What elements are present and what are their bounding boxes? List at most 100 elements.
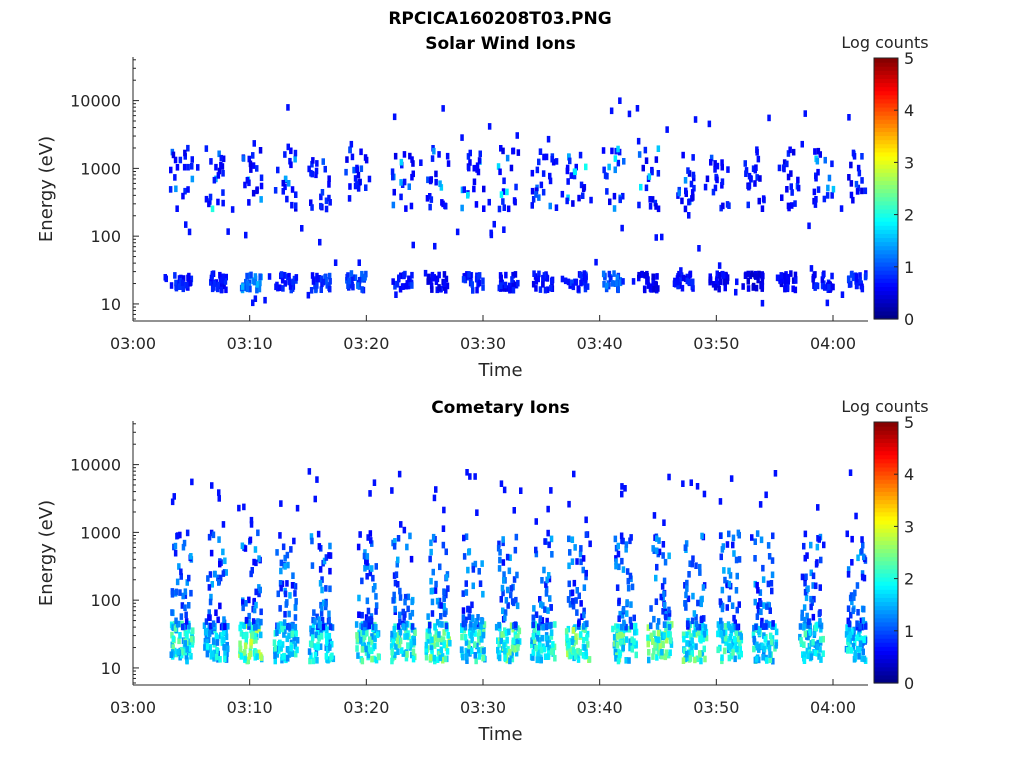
count-cell [713,184,718,192]
count-cell [464,580,468,587]
count-cell [344,168,348,176]
colorbar-segment [874,106,898,112]
count-cell [699,637,703,644]
count-cell [293,604,298,611]
count-cell [845,530,849,538]
count-cell [446,160,451,167]
colorbar-segment [874,556,898,562]
count-cell [699,596,703,603]
count-cell [584,516,588,524]
count-cell [311,157,315,164]
count-cell [374,593,378,600]
count-cell [369,537,373,544]
colorbar-segment [874,310,898,316]
count-cell [349,270,354,277]
count-cell [254,559,258,567]
count-cell [169,282,174,289]
count-cell [767,640,771,647]
count-cell [809,541,813,549]
count-cell [442,588,446,595]
count-cell [496,163,501,170]
count-cell [374,623,378,631]
count-cell [530,637,534,645]
count-cell [275,629,279,636]
count-cell [371,623,376,631]
count-cell [461,653,465,661]
count-cell [570,558,575,565]
count-cell [531,614,535,622]
count-cell [682,647,687,655]
y-axis-label: Energy (eV) [36,136,57,242]
count-cell [318,643,323,650]
count-cell [839,205,844,212]
count-cell [802,651,807,658]
count-cell [550,155,554,163]
count-cell [711,188,716,196]
count-cell [327,552,331,559]
count-cell [617,615,621,622]
count-cell [620,483,624,490]
count-cell [514,634,519,642]
count-cell [183,588,188,595]
count-cell [576,285,580,292]
count-cell [360,629,364,637]
count-cell [771,657,775,665]
count-cell [754,273,758,280]
count-cell [245,285,250,293]
count-cell [254,601,258,609]
count-cell [353,274,358,281]
count-cell [441,525,446,532]
count-cell [643,146,648,154]
count-cell [315,613,319,621]
count-cell [747,183,751,191]
x-tick-label: 03:50 [693,334,739,353]
count-cell [367,175,372,183]
count-cell [544,273,549,281]
count-cell [347,195,352,202]
count-cell [693,116,698,123]
count-cell [513,621,518,628]
count-cell [247,279,252,287]
count-cell [249,570,253,578]
count-cell [412,638,417,646]
count-cell [327,181,331,188]
count-cell [718,278,723,286]
x-tick-label: 03:40 [577,698,623,717]
count-cell [761,195,766,202]
count-cell [733,645,737,653]
count-cell [654,156,659,163]
count-cell [221,170,225,177]
count-cell [319,202,323,210]
count-cell [276,166,280,174]
count-cell [759,536,764,544]
count-cell [544,586,549,593]
count-cell [181,275,186,282]
count-cell [761,576,766,583]
count-cell [571,597,575,605]
count-cell [278,532,282,539]
count-cell [698,569,702,576]
count-cell [390,487,394,494]
count-cell [689,479,693,486]
count-cell [804,573,808,581]
count-cell [471,566,476,573]
count-cell [565,197,569,205]
count-cell [787,204,791,212]
count-cell [513,546,518,554]
count-cell [362,633,367,640]
count-cell [218,271,222,279]
count-cell [410,271,414,279]
count-cell [472,185,476,193]
count-cell [618,97,622,104]
count-cell [618,277,623,284]
count-cell [735,606,739,614]
count-cell [279,500,283,507]
count-cell [813,148,817,155]
count-cell [660,648,664,656]
count-cell [410,598,414,606]
count-cell [541,281,545,288]
count-cell [851,642,856,650]
colorbar-segment [874,670,898,676]
count-cell [403,598,407,606]
count-cell [625,599,629,606]
